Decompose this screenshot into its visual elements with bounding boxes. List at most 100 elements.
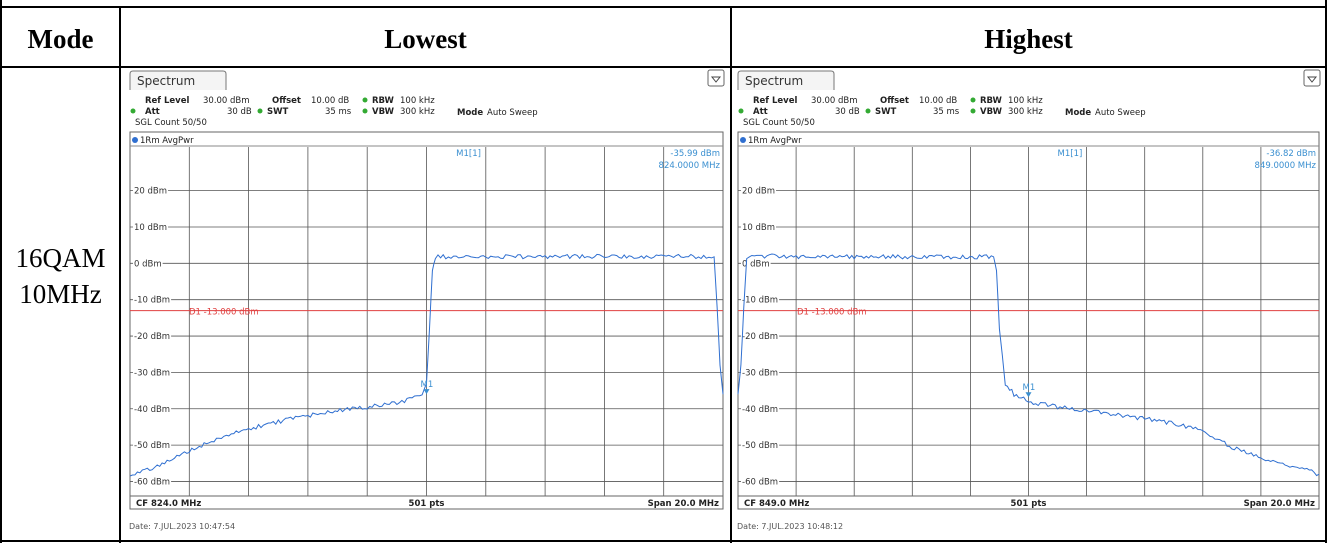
y-tick-label: 10 dBm: [742, 223, 775, 233]
footer-center-freq: CF 824.0 MHz: [136, 499, 201, 509]
y-tick-label-bg: [133, 259, 163, 270]
marker-readout-freq: 824.0000 MHz: [659, 161, 721, 171]
vbw-value: 300 kHz: [1008, 107, 1043, 117]
swt-value: 35 ms: [933, 107, 960, 117]
y-tick-label: -40 dBm: [742, 405, 778, 415]
footer-points: 501 pts: [1011, 499, 1047, 509]
y-tick-label-bg: [133, 404, 172, 415]
marker-triangle: [423, 389, 430, 395]
spectrum-tab: [737, 70, 835, 90]
mode-modulation: 16QAM: [15, 243, 106, 273]
swt-label: SWT: [875, 107, 896, 117]
swt-indicator-dot: [257, 108, 263, 114]
y-tick-label: 20 dBm: [134, 187, 167, 197]
att-value: 30 dB: [835, 107, 860, 117]
mode-label: Mode: [457, 108, 483, 118]
mode-value: Auto Sweep: [487, 108, 538, 118]
y-tick-label-bg: [133, 295, 172, 306]
rbw-value: 100 kHz: [400, 96, 435, 106]
marker-tag: M1: [421, 380, 434, 390]
ref-level-value: 30.00 dBm: [203, 96, 250, 106]
mode-bandwidth: 10MHz: [19, 279, 102, 309]
y-tick-label: 20 dBm: [742, 187, 775, 197]
ref-level-label: Ref Level: [753, 96, 797, 106]
footer-points: 501 pts: [409, 499, 445, 509]
y-tick-label-bg: [741, 332, 780, 343]
offset-value: 10.00 dB: [919, 96, 957, 106]
table-border-right: [1325, 0, 1327, 543]
footer-center-freq: CF 849.0 MHz: [744, 499, 809, 509]
spectrum-trace: [129, 253, 724, 477]
trace-indicator-dot: [132, 137, 138, 143]
y-tick-label: -10 dBm: [742, 296, 778, 306]
y-tick-label-bg: [741, 441, 780, 452]
footer-span: Span 20.0 MHz: [648, 499, 719, 509]
mode-label: Mode: [1065, 108, 1091, 118]
offset-value: 10.00 dB: [311, 96, 349, 106]
y-tick-label: 0 dBm: [742, 259, 770, 269]
y-tick-label-bg: [133, 368, 172, 379]
spectrum-plot-highest: Spectrum Ref Level 30.00 dBm Offset 10.00 dB…: [737, 69, 1321, 531]
table-divider-2: [730, 6, 732, 543]
att-value: 30 dB: [227, 107, 252, 117]
offset-label: Offset: [272, 96, 301, 106]
vbw-value: 300 kHz: [400, 107, 435, 117]
y-tick-label-bg: [133, 332, 172, 343]
spectrum-tab-label: Spectrum: [137, 74, 195, 88]
y-tick-label: 0 dBm: [134, 259, 162, 269]
att-indicator-dot: [738, 108, 744, 114]
spectrum-tab-label: Spectrum: [745, 74, 803, 88]
sgl-count: SGL Count 50/50: [743, 118, 815, 128]
spectrum-tab: [129, 70, 227, 90]
limit-label: D1 -13.000 dBm: [189, 308, 259, 318]
y-tick-label: -50 dBm: [742, 441, 778, 451]
y-tick-label: -50 dBm: [134, 441, 170, 451]
y-tick-label-bg: [741, 295, 780, 306]
y-tick-label: -40 dBm: [134, 405, 170, 415]
y-tick-label-bg: [741, 368, 780, 379]
marker-readout-value: -36.82 dBm: [1266, 149, 1316, 159]
trace-label: 1Rm AvgPwr: [140, 136, 194, 146]
sgl-count: SGL Count 50/50: [135, 118, 207, 128]
y-tick-label: 10 dBm: [134, 223, 167, 233]
vbw-indicator-dot: [970, 108, 976, 114]
dropdown-arrow-icon: [710, 76, 722, 83]
rbw-indicator-dot: [362, 97, 368, 103]
header-mode: Mode: [27, 23, 94, 54]
limit-label: D1 -13.000 dBm: [797, 308, 867, 318]
spectrum-trace: [737, 253, 1320, 477]
ref-level-value: 30.00 dBm: [811, 96, 858, 106]
capture-date: Date: 7.JUL.2023 10:48:12: [737, 522, 843, 531]
y-tick-label-bg: [741, 222, 777, 233]
y-tick-label: -60 dBm: [742, 477, 778, 487]
marker-readout-value: -35.99 dBm: [670, 149, 720, 159]
rbw-label: RBW: [980, 96, 1003, 106]
mode-value: Auto Sweep: [1095, 108, 1146, 118]
rbw-indicator-dot: [970, 97, 976, 103]
vbw-indicator-dot: [362, 108, 368, 114]
swt-label: SWT: [267, 107, 288, 117]
ref-level-label: Ref Level: [145, 96, 189, 106]
trace-label: 1Rm AvgPwr: [748, 136, 802, 146]
att-label: Att: [753, 107, 768, 117]
y-tick-label-bg: [741, 186, 777, 197]
settings-icon: [707, 69, 725, 87]
marker-readout-freq: 849.0000 MHz: [1255, 161, 1317, 171]
capture-date: Date: 7.JUL.2023 10:47:54: [129, 522, 235, 531]
header-highest: Highest: [984, 23, 1073, 54]
rbw-value: 100 kHz: [1008, 96, 1043, 106]
footer-span: Span 20.0 MHz: [1244, 499, 1315, 509]
y-tick-label: -30 dBm: [134, 368, 170, 378]
header-lowest: Lowest: [384, 23, 467, 54]
swt-indicator-dot: [865, 108, 871, 114]
y-tick-label-bg: [133, 222, 169, 233]
y-tick-label-bg: [741, 404, 780, 415]
marker-tag: M1: [1023, 383, 1036, 393]
y-tick-label: -20 dBm: [134, 332, 170, 342]
att-label: Att: [145, 107, 160, 117]
table-border-header: [0, 66, 1327, 68]
rbw-label: RBW: [372, 96, 395, 106]
y-tick-label-bg: [133, 477, 172, 488]
marker-triangle: [1025, 392, 1032, 398]
